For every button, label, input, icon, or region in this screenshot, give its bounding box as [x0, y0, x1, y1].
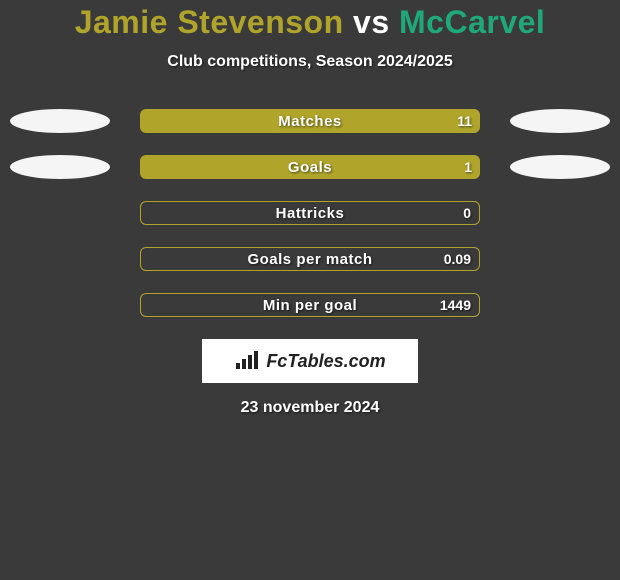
stat-label: Goals per match: [247, 251, 372, 268]
stat-label: Goals: [288, 159, 332, 176]
stat-row: Goals per match 0.09: [0, 247, 620, 271]
stat-rows: Matches 11 Goals 1 Hattricks 0 Goal: [0, 109, 620, 317]
watermark: FcTables.com: [202, 339, 418, 383]
right-value-ellipse: [510, 109, 610, 133]
stat-row: Min per goal 1449: [0, 293, 620, 317]
comparison-widget: Jamie Stevenson vs McCarvel Club competi…: [0, 0, 620, 580]
stat-bar: Goals per match 0.09: [140, 247, 480, 271]
bar-chart-icon: [234, 351, 260, 371]
right-value-ellipse: [510, 155, 610, 179]
stat-label: Matches: [278, 113, 342, 130]
stat-value: 0: [463, 205, 471, 221]
player1-name: Jamie Stevenson: [75, 4, 344, 40]
page-title: Jamie Stevenson vs McCarvel: [0, 4, 620, 41]
stat-label: Min per goal: [263, 297, 357, 314]
stat-value: 1: [464, 159, 472, 175]
vs-label: vs: [353, 4, 390, 40]
stat-value: 1449: [440, 297, 471, 313]
stat-bar: Matches 11: [140, 109, 480, 133]
stat-value: 0.09: [444, 251, 471, 267]
stat-row: Matches 11: [0, 109, 620, 133]
stat-row: Hattricks 0: [0, 201, 620, 225]
stat-bar: Min per goal 1449: [140, 293, 480, 317]
stat-bar: Hattricks 0: [140, 201, 480, 225]
date-label: 23 november 2024: [0, 399, 620, 417]
left-value-ellipse: [10, 155, 110, 179]
subtitle: Club competitions, Season 2024/2025: [0, 53, 620, 71]
stat-value: 11: [457, 113, 472, 129]
stat-bar: Goals 1: [140, 155, 480, 179]
stat-label: Hattricks: [276, 205, 345, 222]
player2-name: McCarvel: [399, 4, 545, 40]
left-value-ellipse: [10, 109, 110, 133]
stat-row: Goals 1: [0, 155, 620, 179]
watermark-text: FcTables.com: [266, 351, 385, 372]
